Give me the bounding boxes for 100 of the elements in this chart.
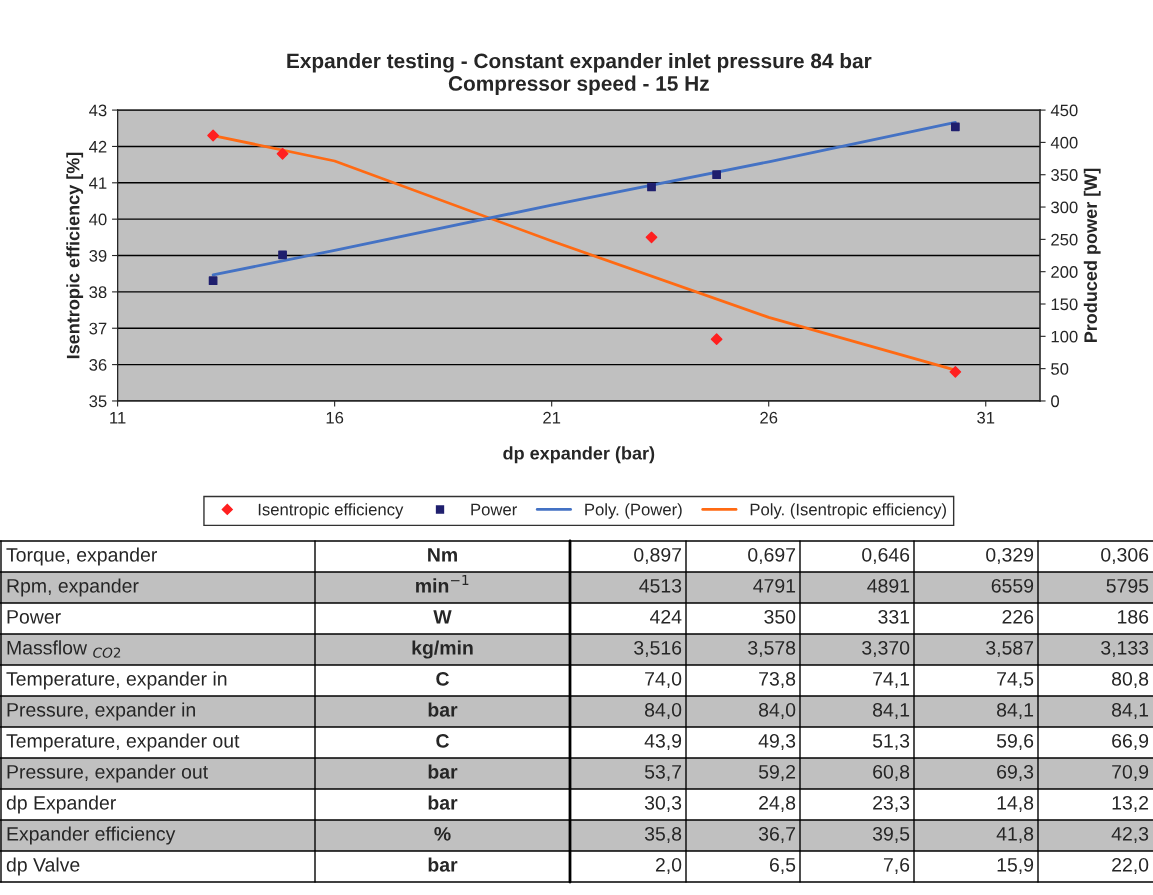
text: kg/min bbox=[412, 640, 473, 659]
x-tick-label: 16 bbox=[326, 411, 344, 424]
text: 73,8 bbox=[759, 671, 796, 689]
text: bar bbox=[428, 764, 458, 779]
y-tick-label: 37 bbox=[89, 322, 107, 335]
text: Rpm, expander bbox=[7, 578, 139, 597]
text: 6,5 bbox=[769, 857, 796, 875]
point bbox=[950, 122, 960, 132]
text: min$^{−1}$ bbox=[416, 575, 469, 593]
text: 7,6 bbox=[883, 857, 910, 875]
text: 0,897 bbox=[634, 547, 682, 565]
y2-tick-label: 150 bbox=[1051, 298, 1078, 311]
text: 42,3 bbox=[1111, 826, 1149, 844]
text: dp Expander bbox=[6, 795, 116, 814]
y2-tick-label: 0 bbox=[1051, 395, 1060, 408]
text: 74,1 bbox=[873, 672, 910, 689]
text: 53,7 bbox=[644, 764, 682, 782]
text: 30,3 bbox=[644, 795, 682, 813]
legend-label: Poly. (Isentropic efficiency) bbox=[750, 503, 946, 519]
text: 3,587 bbox=[986, 640, 1034, 658]
y2-tick-label: 300 bbox=[1051, 201, 1078, 214]
text: Temperature, expander out bbox=[6, 733, 240, 752]
y-tick-label: 43 bbox=[89, 104, 107, 117]
y2-tick-label: 250 bbox=[1051, 233, 1078, 246]
point bbox=[712, 170, 721, 180]
text: C bbox=[436, 671, 449, 686]
text: 84,1 bbox=[873, 702, 910, 720]
text: Temperature, expander in bbox=[6, 671, 227, 690]
text: Nm bbox=[428, 548, 457, 562]
y2-tick-label: 200 bbox=[1051, 266, 1078, 278]
text: 84,1 bbox=[997, 702, 1034, 720]
text: 84,1 bbox=[1112, 702, 1149, 720]
text: 3,578 bbox=[748, 640, 796, 658]
text: 0,646 bbox=[862, 547, 910, 565]
text: 59,2 bbox=[758, 764, 796, 782]
y2-tick-label: 50 bbox=[1051, 363, 1069, 375]
text: 350 bbox=[764, 609, 796, 624]
point bbox=[208, 276, 218, 286]
text: Pressure, expander out bbox=[7, 764, 208, 783]
text: 331 bbox=[878, 609, 910, 624]
chart-title: Expander testing - Constant expander inlet pressure 84 bar Compressor speed - 15 Hz bbox=[287, 53, 872, 95]
y-tick-label: 40 bbox=[89, 213, 107, 226]
point bbox=[949, 365, 962, 378]
y2-tick-label: 100 bbox=[1051, 330, 1078, 343]
text: 39,5 bbox=[872, 826, 910, 844]
text: 3,370 bbox=[862, 640, 910, 658]
text: 14,8 bbox=[997, 795, 1034, 813]
text: 6559 bbox=[991, 578, 1034, 593]
y-tick-label: 41 bbox=[89, 177, 107, 189]
text: 74,0 bbox=[645, 671, 682, 689]
point bbox=[647, 182, 656, 192]
text: 70,9 bbox=[1112, 764, 1149, 782]
legend-label: Poly. (Power) bbox=[585, 503, 682, 519]
y2-tick-label: 450 bbox=[1050, 104, 1078, 117]
text: 74,5 bbox=[997, 672, 1034, 689]
text: bar bbox=[428, 702, 458, 717]
text: 84,0 bbox=[759, 702, 796, 720]
text: 49,3 bbox=[758, 733, 796, 751]
text: 4891 bbox=[867, 578, 910, 593]
text: 2,0 bbox=[655, 857, 682, 875]
y-tick-label: 35 bbox=[89, 395, 107, 408]
text: 23,3 bbox=[873, 795, 910, 813]
text: 80,8 bbox=[1112, 671, 1149, 689]
text: 186 bbox=[1118, 609, 1149, 624]
y-tick-label: 42 bbox=[89, 140, 107, 153]
x-tick-label: 26 bbox=[760, 411, 778, 424]
text: 36,7 bbox=[758, 826, 796, 844]
text: 3,133 bbox=[1101, 640, 1149, 658]
text: % bbox=[434, 827, 451, 841]
text: bar bbox=[428, 795, 458, 810]
point bbox=[710, 333, 723, 346]
text: 35,8 bbox=[644, 826, 682, 844]
text: 4513 bbox=[639, 578, 682, 593]
text: 5795 bbox=[1106, 578, 1149, 593]
y-tick-label: 38 bbox=[89, 286, 107, 299]
text: C bbox=[436, 733, 449, 748]
text: 51,3 bbox=[872, 733, 910, 751]
text: 84,0 bbox=[645, 702, 682, 720]
text: 0,329 bbox=[986, 547, 1034, 565]
text: Massflow $_{CO2}$ bbox=[7, 640, 121, 658]
text: 15,9 bbox=[997, 857, 1034, 875]
text: Pressure, expander in bbox=[7, 702, 195, 721]
legend-label: Isentropic efficiency bbox=[258, 503, 404, 519]
point bbox=[278, 250, 287, 260]
x-axis-title: dp expander (bar) bbox=[503, 446, 655, 464]
y-axis-title: Isentropic efficiency [%] bbox=[66, 152, 84, 359]
y-tick-label: 36 bbox=[89, 359, 107, 371]
text: 226 bbox=[1002, 609, 1034, 624]
text: Expander efficiency bbox=[7, 826, 176, 845]
y-tick-label: 39 bbox=[89, 249, 107, 262]
x-tick-label: 21 bbox=[543, 411, 561, 424]
text: 60,8 bbox=[873, 764, 910, 782]
text: 69,3 bbox=[997, 764, 1034, 782]
text: bar bbox=[428, 857, 458, 872]
text: 41,8 bbox=[996, 826, 1034, 844]
text: 24,8 bbox=[759, 795, 796, 813]
x-tick-label: 11 bbox=[110, 411, 126, 424]
text: 0,306 bbox=[1101, 547, 1149, 565]
point bbox=[207, 129, 219, 142]
text: 66,9 bbox=[1112, 733, 1149, 751]
